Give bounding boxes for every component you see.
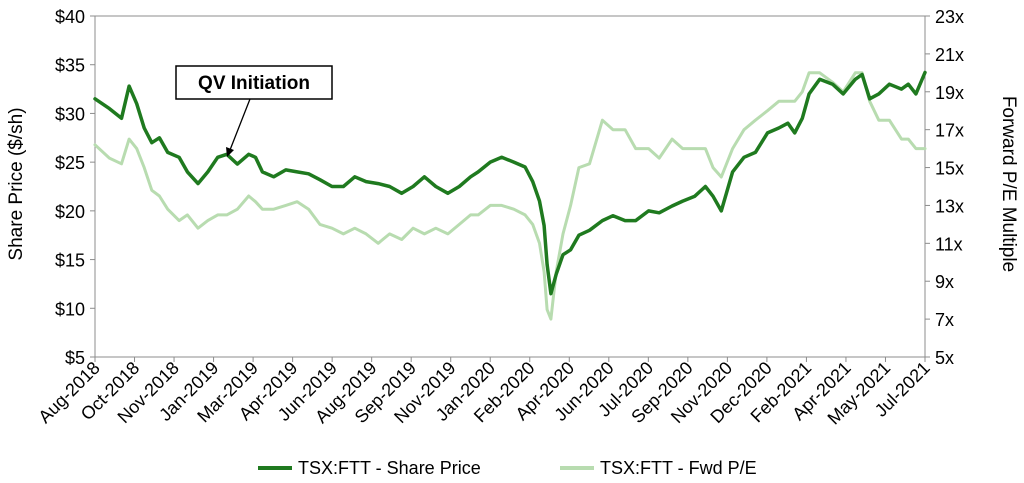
- y-tick-label: $5: [65, 348, 85, 368]
- y2-tick-label: 9x: [935, 272, 954, 292]
- y-axis-title: Share Price ($/sh): [6, 107, 27, 260]
- y-tick-label: $25: [55, 153, 85, 173]
- series-layer: [93, 70, 927, 321]
- y2-tick-label: 13x: [935, 196, 964, 216]
- series-line-fwd-pe: [93, 71, 927, 321]
- legend-label-fwd-pe: TSX:FTT - Fwd P/E: [600, 458, 757, 478]
- y2-axis-title: Forward P/E Multiple: [998, 96, 1019, 272]
- series-line-share-price: [93, 70, 927, 296]
- legend-label-share-price: TSX:FTT - Share Price: [298, 458, 481, 478]
- y2-tick-label: 11x: [935, 234, 963, 254]
- y-tick-label: $30: [55, 104, 85, 124]
- annotation-label: QV Initiation: [198, 73, 310, 94]
- y-tick-label: $40: [55, 7, 85, 27]
- y2-tick-label: 15x: [935, 159, 964, 179]
- y-tick-label: $10: [55, 299, 85, 319]
- y2-tick-label: 19x: [935, 83, 964, 103]
- y-axis-right: 5x 7x 9x 11x 13x 15x 17x 19x 21x 23x: [925, 7, 964, 368]
- annotation-box: [175, 65, 333, 100]
- legend: TSX:FTT - Share Price TSX:FTT - Fwd P/E: [258, 458, 757, 478]
- y2-tick-label: 17x: [935, 121, 964, 141]
- plot-border: [94, 15, 926, 358]
- y2-tick-label: 5x: [935, 348, 954, 368]
- y-axis-left: $5 $10 $15 $20 $25 $30 $35 $40: [55, 7, 95, 368]
- y2-tick-label: 23x: [935, 7, 964, 27]
- y-tick-label: $20: [55, 202, 85, 222]
- y-tick-label: $35: [55, 56, 85, 76]
- y-tick-label: $15: [55, 251, 85, 271]
- y2-tick-label: 7x: [935, 310, 954, 330]
- annotation-qv-initiation: QV Initiation: [175, 65, 333, 157]
- annotation-arrowhead: [226, 147, 234, 157]
- y2-tick-label: 21x: [935, 45, 964, 65]
- annotation-arrow: [229, 98, 251, 151]
- plot-area: [94, 15, 926, 358]
- x-axis: Aug-2018Oct-2018Nov-2018Jan-2019Mar-2019…: [34, 357, 934, 428]
